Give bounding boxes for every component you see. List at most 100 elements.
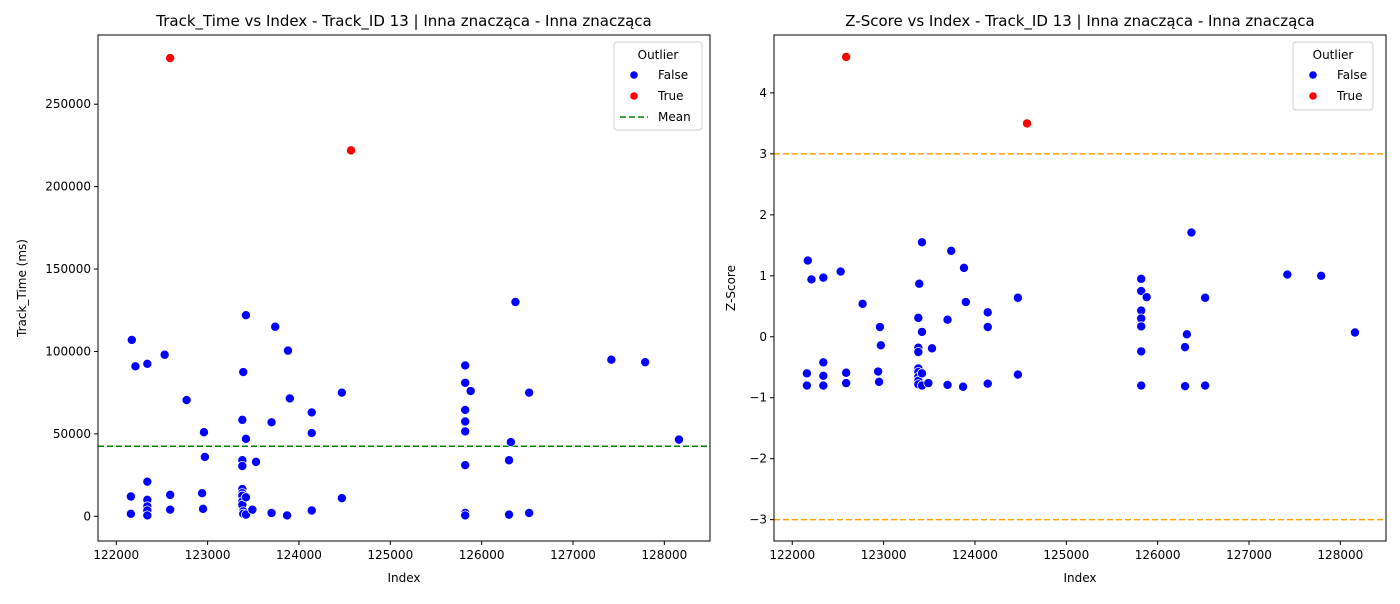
chart-title: Track_Time vs Index - Track_ID 13 | Inna…	[155, 12, 652, 31]
data-point-false	[240, 492, 251, 503]
legend-marker-false	[1308, 70, 1318, 80]
data-point-false	[240, 433, 251, 444]
x-axis-label: Index	[387, 571, 420, 585]
x-tick-label: 123000	[185, 548, 231, 562]
data-point-false	[1186, 227, 1197, 238]
x-tick-label: 125000	[367, 548, 413, 562]
data-point-false	[142, 510, 153, 521]
y-tick-label: 200000	[45, 180, 91, 194]
data-point-false	[1136, 321, 1147, 332]
data-point-false	[270, 321, 281, 332]
plot-frame	[97, 34, 711, 542]
y-tick-label: 0	[759, 330, 767, 344]
data-point-false	[336, 493, 347, 504]
chart-1: Track_Time vs Index - Track_ID 13 | Inna…	[15, 12, 711, 585]
data-point-false	[835, 266, 846, 277]
data-point-false	[1200, 380, 1211, 391]
data-point-false	[460, 426, 471, 437]
x-tick-label: 124000	[952, 548, 998, 562]
data-point-false	[942, 314, 953, 325]
legend-marker-true	[1308, 91, 1318, 101]
legend-title: Outlier	[638, 48, 679, 62]
data-point-false	[198, 503, 209, 514]
data-point-false	[1136, 273, 1147, 284]
data-point-false	[199, 451, 210, 462]
data-point-false	[282, 345, 293, 356]
x-tick-label: 124000	[276, 548, 322, 562]
legend-marker-true	[629, 91, 639, 101]
data-point-false	[1136, 346, 1147, 357]
data-point-false	[1180, 381, 1191, 392]
x-tick-label: 122000	[93, 548, 139, 562]
data-point-false	[946, 245, 957, 256]
data-point-false	[801, 368, 812, 379]
y-tick-label: 0	[83, 509, 91, 523]
data-point-false	[460, 377, 471, 388]
data-point-false	[306, 505, 317, 516]
data-point-false	[923, 378, 934, 389]
x-tick-label: 128000	[1317, 548, 1363, 562]
data-point-false	[460, 460, 471, 471]
data-point-false	[125, 491, 136, 502]
y-tick-label: 250000	[45, 97, 91, 111]
data-point-false	[874, 322, 885, 333]
y-axis-label: Track_Time (ms)	[15, 239, 29, 338]
data-point-false	[126, 334, 137, 345]
data-point-false	[159, 349, 170, 360]
data-point-false	[914, 278, 925, 289]
data-point-false	[1141, 292, 1152, 303]
data-point-false	[465, 386, 476, 397]
data-point-false	[818, 272, 829, 283]
data-point-false	[306, 407, 317, 418]
data-point-false	[874, 376, 885, 387]
data-point-false	[942, 379, 953, 390]
chart-2: Z-Score vs Index - Track_ID 13 | Inna zn…	[724, 12, 1387, 585]
data-point-false	[913, 347, 924, 358]
y-tick-label: 2	[759, 208, 767, 222]
data-point-false	[802, 255, 813, 266]
data-point-true	[1022, 118, 1033, 129]
data-point-false	[982, 307, 993, 318]
x-tick-label: 123000	[861, 548, 907, 562]
data-point-false	[198, 427, 209, 438]
data-point-false	[240, 310, 251, 321]
data-point-false	[266, 417, 277, 428]
data-point-false	[238, 367, 249, 378]
data-point-false	[237, 461, 248, 472]
legend: Outlier False True	[1292, 41, 1374, 111]
x-tick-label: 126000	[1135, 548, 1181, 562]
data-point-false	[142, 476, 153, 487]
y-tick-label: 100000	[45, 344, 91, 358]
data-point-false	[857, 298, 868, 309]
data-point-false	[1316, 270, 1327, 281]
data-point-false	[510, 297, 521, 308]
data-point-false	[1180, 342, 1191, 353]
data-point-true	[841, 51, 852, 62]
data-point-false	[806, 274, 817, 285]
data-point-false	[197, 488, 208, 499]
data-point-false	[247, 504, 258, 515]
data-point-false	[130, 361, 141, 372]
data-point-false	[916, 237, 927, 248]
y-tick-label: 150000	[45, 262, 91, 276]
data-point-false	[818, 357, 829, 368]
data-point-false	[306, 428, 317, 439]
data-point-false	[873, 366, 884, 377]
legend-label: Mean	[658, 110, 691, 124]
data-point-false	[1181, 329, 1192, 340]
y-tick-label: 1	[759, 269, 767, 283]
legend-box	[613, 41, 703, 131]
data-point-false	[1282, 269, 1293, 280]
legend-label: True	[1336, 89, 1363, 103]
x-axis-label: Index	[1063, 571, 1096, 585]
data-point-false	[606, 354, 617, 365]
data-point-false	[841, 367, 852, 378]
data-point-false	[460, 416, 471, 427]
data-point-false	[958, 262, 969, 273]
y-tick-label: 50000	[53, 427, 91, 441]
data-point-false	[524, 507, 535, 518]
legend-label: False	[1337, 68, 1367, 82]
x-tick-label: 125000	[1043, 548, 1089, 562]
y-tick-label: −3	[749, 513, 767, 527]
